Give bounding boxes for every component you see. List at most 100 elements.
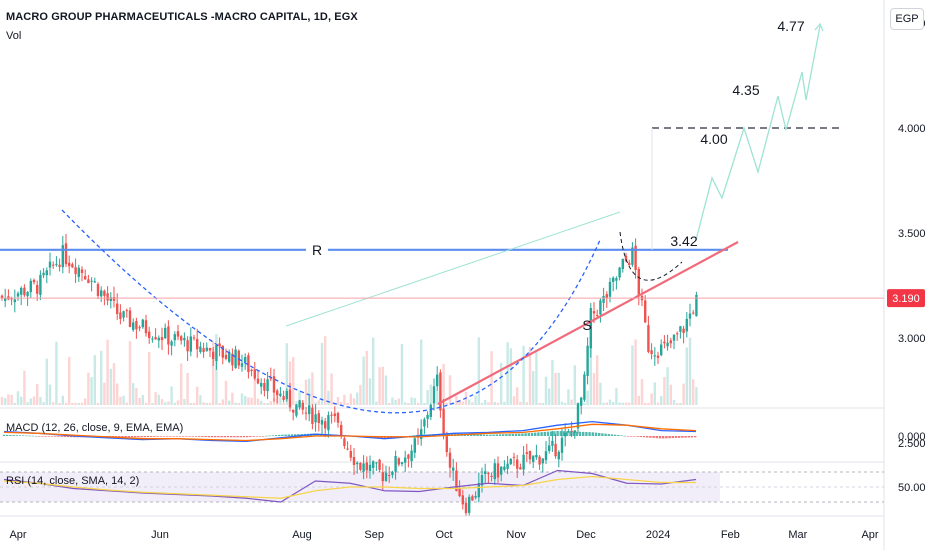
volume-bar	[189, 402, 192, 405]
candle-body	[202, 348, 205, 352]
volume-bar	[634, 339, 637, 405]
macd-histogram-bar	[537, 432, 540, 436]
volume-bar	[36, 384, 39, 405]
candle-body	[20, 287, 23, 295]
macd-histogram-bar	[639, 436, 642, 438]
volume-bar	[461, 401, 464, 405]
macd-histogram-bar	[562, 431, 566, 436]
candle-body	[320, 420, 324, 425]
candle-body	[218, 343, 221, 347]
rsi-line	[3, 469, 697, 503]
macd-histogram-bar	[284, 434, 287, 436]
macd-histogram-bar	[41, 436, 44, 437]
candle-body	[384, 472, 388, 481]
macd-histogram-bar	[412, 435, 415, 436]
volume-bar	[170, 386, 173, 405]
candle-body	[554, 443, 557, 457]
volume-bar	[631, 345, 634, 405]
candle-body	[266, 379, 269, 392]
volume-bar	[589, 336, 592, 405]
volume-bar	[324, 336, 327, 405]
candle-body	[487, 473, 490, 475]
candle-body	[256, 378, 260, 384]
candle-body	[586, 345, 589, 376]
volume-bar	[55, 341, 58, 405]
candle-body	[228, 352, 231, 362]
volume-bar	[311, 372, 314, 405]
candle-body	[180, 336, 183, 341]
candle-body	[663, 341, 666, 344]
candle-body	[599, 300, 602, 315]
candle-body	[426, 414, 429, 419]
macd-histogram-bar	[70, 436, 73, 438]
currency-button[interactable]: EGP	[890, 8, 924, 30]
macd-histogram-bar	[495, 434, 498, 436]
candle-body	[679, 326, 682, 332]
volume-bar	[557, 372, 560, 405]
volume-bar	[292, 357, 295, 405]
macd-histogram-bar	[534, 432, 537, 436]
candle-body	[349, 451, 352, 458]
volume-bar	[573, 365, 576, 405]
projection-arrow	[814, 22, 824, 32]
candle-body	[407, 454, 410, 459]
macd-histogram-bar	[655, 436, 658, 439]
volume-bar	[423, 402, 426, 405]
resistance-label-bg	[306, 240, 328, 259]
candle-body	[125, 310, 128, 312]
candle-body	[77, 267, 80, 277]
candle-body	[231, 353, 234, 366]
volume-bar	[656, 402, 660, 405]
candle-body	[116, 303, 119, 314]
candle-body	[157, 337, 160, 341]
macd-histogram-bar	[114, 436, 118, 438]
volume-bar	[39, 397, 42, 405]
volume-bar	[343, 394, 346, 405]
macd-histogram-bar	[255, 436, 258, 437]
macd-histogram-bar	[470, 434, 473, 436]
last-price-badge	[887, 289, 925, 308]
macd-histogram-bar	[409, 435, 412, 437]
macd-histogram-bar	[626, 436, 630, 437]
macd-histogram-bar	[585, 432, 588, 436]
macd-histogram-bar	[588, 432, 591, 436]
macd-histogram-bar	[178, 436, 182, 437]
macd-histogram-bar	[9, 434, 12, 436]
candle-body	[672, 334, 676, 341]
macd-histogram-bar	[690, 436, 694, 438]
macd-histogram-bar	[198, 436, 201, 437]
macd-histogram-bar	[681, 436, 684, 438]
volume-bar	[218, 402, 221, 405]
volume-bar	[637, 395, 640, 405]
macd-histogram-bar	[172, 436, 175, 437]
volume-bar	[624, 402, 628, 405]
y-tick-label: 3.500	[898, 228, 926, 240]
candle-body	[36, 285, 39, 294]
macd-legend[interactable]: MACD (12, 26, close, 9, EMA, EMA)	[6, 422, 184, 434]
candle-body	[503, 466, 506, 470]
macd-histogram-bar	[556, 430, 559, 436]
candle-body	[394, 455, 397, 472]
candle-body	[471, 496, 474, 501]
macd-histogram-bar	[130, 436, 134, 438]
candle-body	[61, 245, 64, 268]
volume-label: Vol	[6, 30, 22, 42]
macd-histogram-bar	[150, 436, 153, 437]
volume-bar	[160, 399, 164, 405]
y-tick-label: 2.500	[898, 438, 926, 450]
candle-body	[404, 457, 407, 463]
rsi-legend[interactable]: RSI (14, close, SMA, 14, 2)	[6, 475, 140, 487]
volume-bar	[138, 397, 141, 405]
candle-body	[16, 293, 20, 297]
macd-histogram-bar	[505, 434, 508, 436]
macd-histogram-bar	[665, 436, 668, 439]
volume-bar	[480, 402, 484, 405]
volume-bar	[148, 351, 151, 405]
candle-body	[234, 349, 237, 368]
volume-bar	[10, 394, 13, 405]
macd-histogram-bar	[546, 431, 550, 436]
volume-bar	[666, 367, 669, 405]
candle-body	[551, 440, 554, 446]
candle-body	[589, 308, 592, 349]
